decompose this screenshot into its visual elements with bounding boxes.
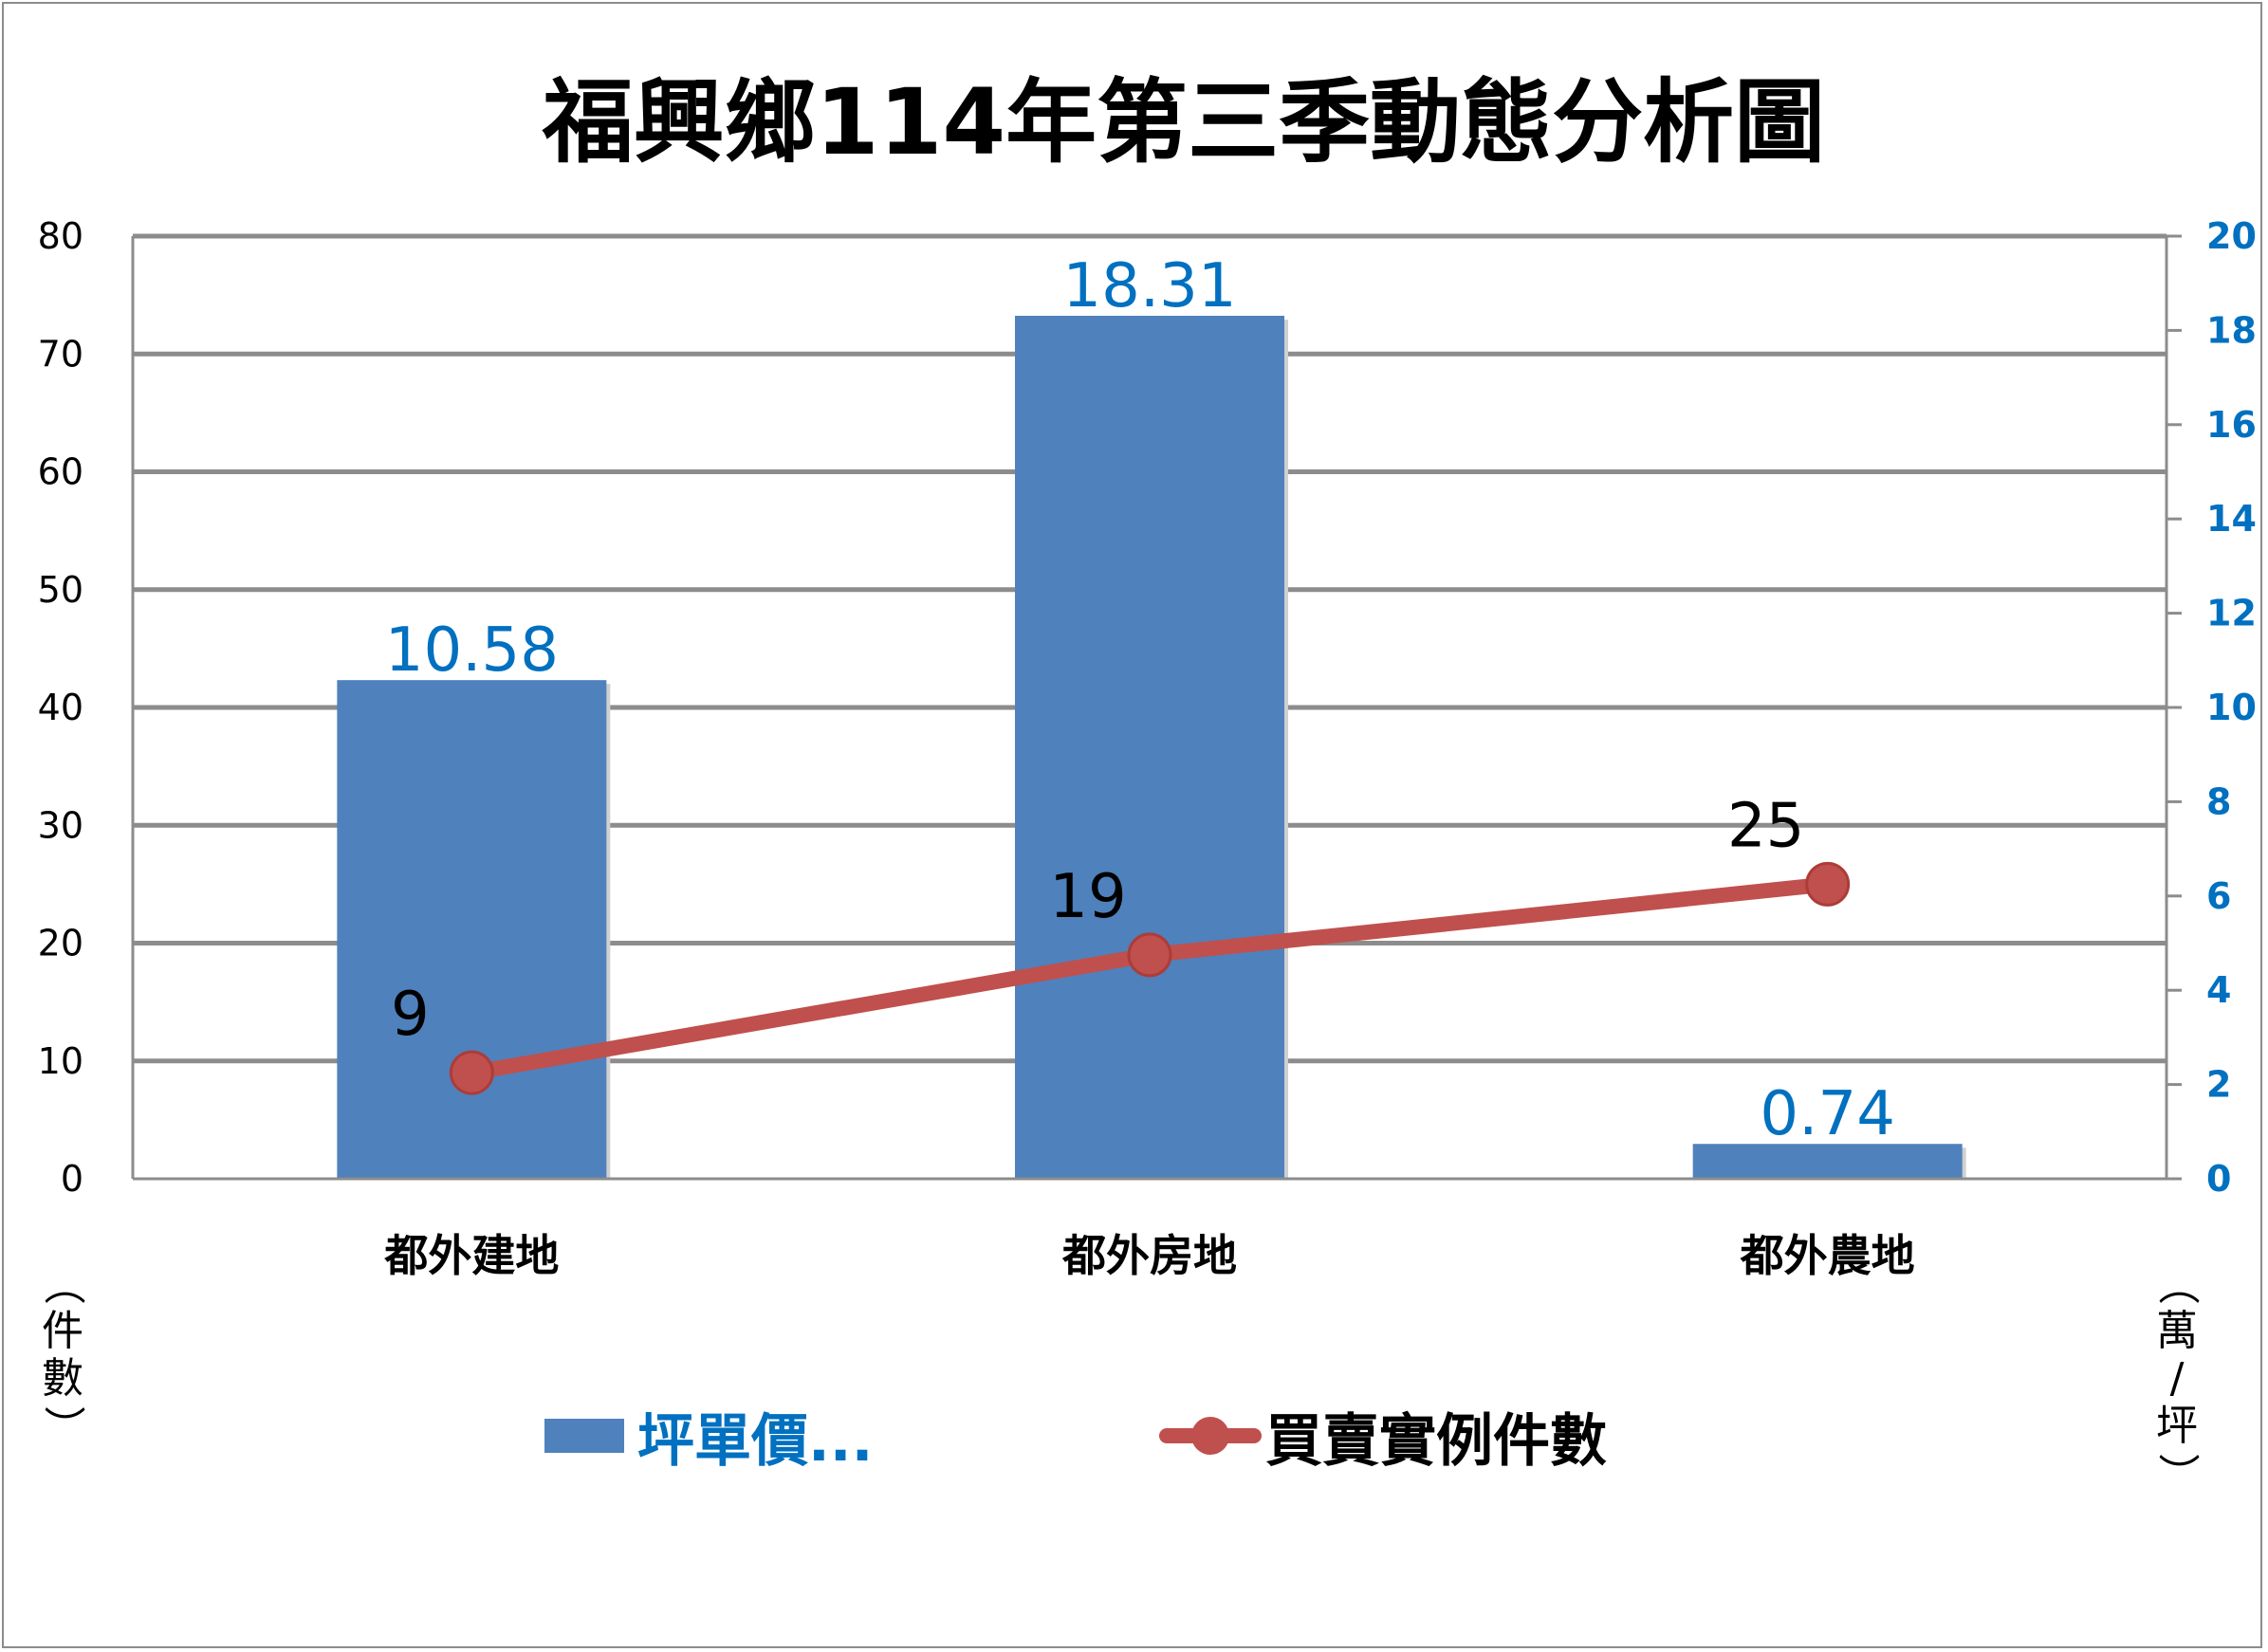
bar <box>1692 1144 1963 1179</box>
axis-title-char: ） <box>39 1405 87 1447</box>
y-right-tick-label: 12 <box>2206 593 2257 634</box>
y-right-tick-label: 20 <box>2206 215 2257 257</box>
y-left-tick-label: 20 <box>38 923 83 964</box>
y-left-axis-title: （件數） <box>39 1263 87 1447</box>
line-marker <box>449 1050 494 1095</box>
line-data-label: 25 <box>1727 791 1804 861</box>
line-data-label: 19 <box>1049 862 1126 932</box>
line-marker <box>1127 932 1172 978</box>
y-right-tick-label: 2 <box>2206 1064 2231 1106</box>
y-left-tick-label: 50 <box>38 569 83 611</box>
bar-data-label: 18.31 <box>1062 251 1236 321</box>
bar <box>337 680 607 1179</box>
category-label: 都外建地 <box>383 1230 559 1281</box>
y-left-tick-label: 80 <box>38 215 83 257</box>
y-right-tick-label: 0 <box>2206 1158 2231 1200</box>
legend: 坪單價... 買賣實例件數 <box>544 1408 1607 1475</box>
y-left-tick-label: 10 <box>38 1040 83 1082</box>
legend-line-label: 買賣實例件數 <box>1265 1408 1607 1475</box>
y-right-tick-label: 4 <box>2206 969 2231 1011</box>
y-left-tick-label: 40 <box>38 687 83 728</box>
line-series <box>449 861 1851 1095</box>
axis-title-char: 件 <box>42 1307 83 1355</box>
axis-title-char: 萬 <box>2156 1307 2198 1355</box>
y-right-tick-label: 18 <box>2206 309 2257 351</box>
y-left-tick-label: 30 <box>38 804 83 846</box>
axis-title-char: （ <box>39 1263 87 1305</box>
category-label: 都外農地 <box>1740 1230 1915 1281</box>
y-left-tick-label: 0 <box>61 1158 83 1200</box>
bar-data-label: 0.74 <box>1760 1079 1895 1149</box>
y-right-tick-label: 14 <box>2206 498 2257 540</box>
axes <box>131 234 2182 1181</box>
legend-bar-swatch <box>544 1419 624 1453</box>
chart-title: 福興鄉114年第三季動態分析圖 <box>542 69 1825 175</box>
category-labels: 都外建地 都外房地 都外農地 <box>383 1230 1914 1281</box>
legend-bar-label: 坪單價... <box>637 1408 873 1475</box>
y-right-tick-label: 16 <box>2206 404 2257 446</box>
y-left-tick-label: 70 <box>38 333 83 375</box>
bars <box>337 315 1966 1179</box>
legend-line-marker <box>1191 1417 1229 1455</box>
axis-title-char: ） <box>2153 1453 2202 1495</box>
tick-labels: 0 10 20 30 40 50 60 70 80 0 2 4 6 8 10 12 14 16 18 20 <box>38 215 2257 1200</box>
y-right-tick-label: 6 <box>2206 875 2231 917</box>
data-labels: 10.58 18.31 0.74 9 19 25 <box>385 251 1895 1149</box>
axis-title-char: / <box>2170 1354 2185 1403</box>
category-label: 都外房地 <box>1061 1230 1237 1281</box>
line-marker <box>1805 861 1851 907</box>
bar-data-label: 10.58 <box>385 615 559 686</box>
axis-title-char: 坪 <box>2156 1402 2198 1450</box>
axis-title-char: 數 <box>42 1354 83 1403</box>
y-right-tick-label: 8 <box>2206 780 2231 822</box>
y-right-axis-title: （萬/坪） <box>2153 1263 2202 1495</box>
axis-titles: （件數）（萬/坪） <box>39 1263 2202 1495</box>
bar <box>1015 315 1284 1179</box>
axis-title-char: （ <box>2153 1263 2202 1305</box>
y-right-tick-label: 10 <box>2206 687 2257 728</box>
line-data-label: 9 <box>391 980 430 1050</box>
y-left-tick-label: 60 <box>38 451 83 493</box>
